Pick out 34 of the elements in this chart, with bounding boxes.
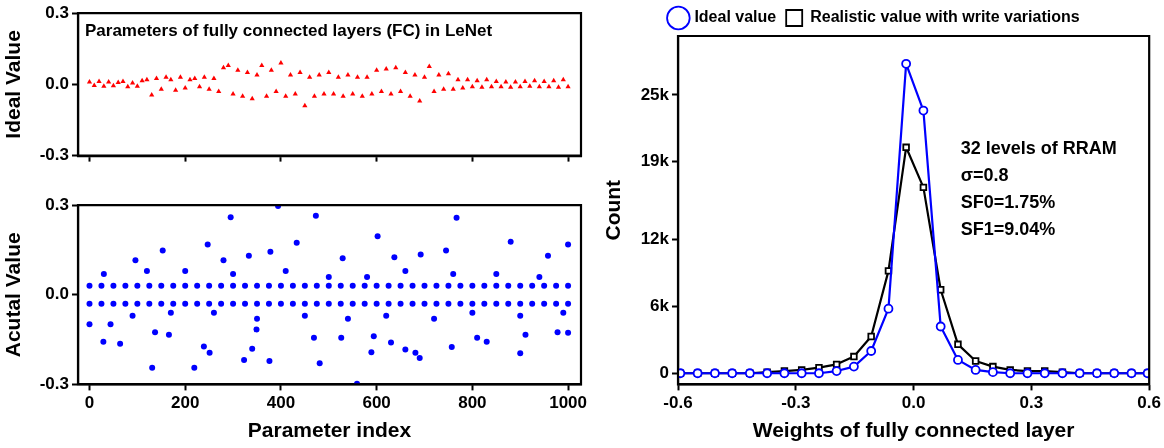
y-tick-label: -0.3: [39, 374, 69, 394]
y-tick-label: 19k: [640, 151, 670, 171]
annotation: 32 levels of RRAM: [960, 138, 1117, 159]
annotation: SF0=1.75%: [960, 192, 1056, 213]
y-tick-label: -0.3: [39, 145, 69, 165]
y-tick-label: 0: [659, 362, 669, 382]
x-tick-label: -0.3: [781, 393, 811, 413]
annotation: SF1=9.04%: [960, 219, 1056, 240]
x-tick-label: 400: [266, 393, 296, 413]
y-axis-title: Count: [601, 179, 625, 241]
y-tick-label: 6k: [650, 296, 670, 316]
x-tick-label: 0: [84, 393, 95, 413]
x-axis-title: Weights of fully connected layer: [752, 418, 1075, 442]
x-tick-label: 200: [171, 393, 200, 413]
x-tick-label: 1000: [549, 393, 587, 413]
annotation: Parameters of fully connected layers (FC) in LeNet: [85, 21, 493, 41]
y-tick-label: 0.3: [45, 2, 69, 22]
y-axis-title: Ideal Value: [1, 30, 25, 139]
y-tick-label: 0.0: [45, 284, 69, 304]
y-tick-label: 0.0: [45, 74, 69, 94]
x-tick-label: -0.6: [663, 393, 693, 413]
legend-label: Realistic value with write variations: [810, 8, 1080, 26]
x-tick-label: 800: [458, 393, 487, 413]
annotation: σ=0.8: [960, 165, 1009, 186]
y-tick-label: 12k: [640, 229, 670, 249]
x-tick-label: 600: [362, 393, 391, 413]
y-tick-label: 0.3: [45, 194, 69, 214]
x-axis-title: Parameter index: [247, 418, 412, 442]
legend-label: Ideal value: [694, 8, 777, 26]
y-tick-label: 25k: [640, 84, 670, 104]
x-tick-label: 0.6: [1137, 393, 1161, 413]
y-axis-title: Acutal Value: [1, 232, 25, 358]
x-tick-label: 0.3: [1019, 393, 1044, 413]
x-tick-label: 0.0: [901, 393, 926, 413]
